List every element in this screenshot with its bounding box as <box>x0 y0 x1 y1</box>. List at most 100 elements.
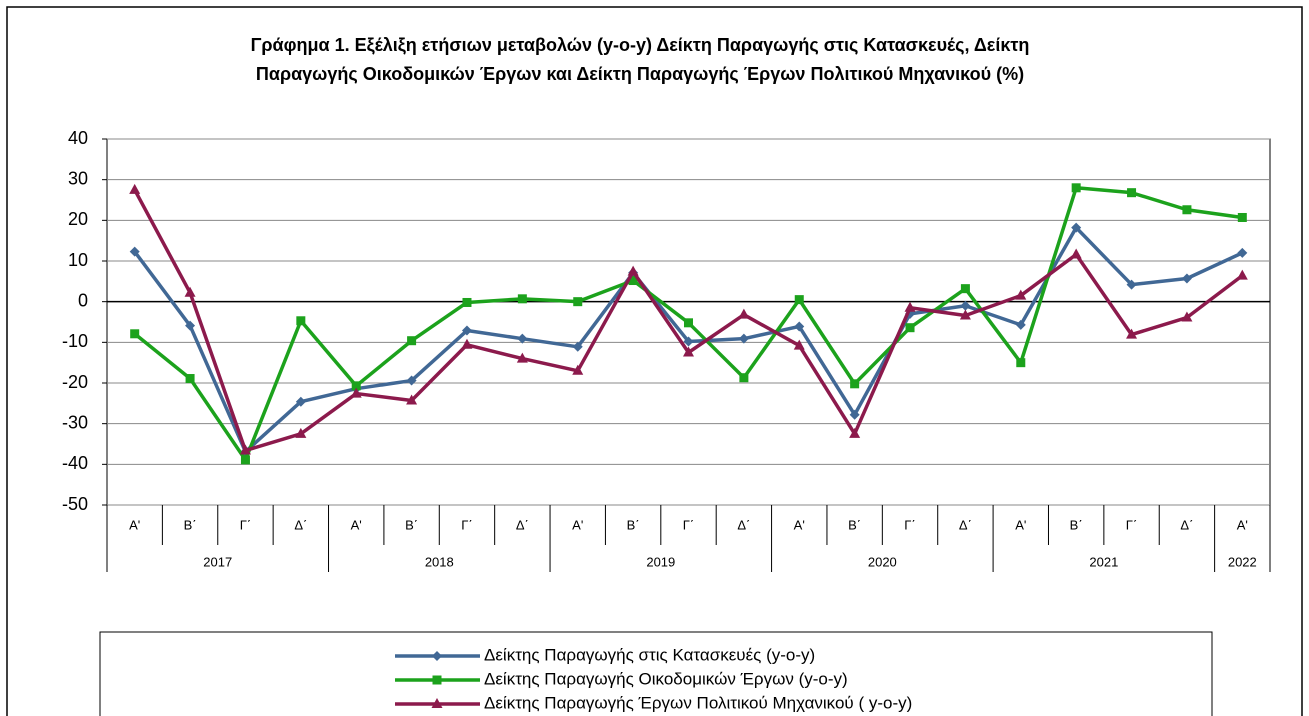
x-tick-label: Δ΄ <box>737 517 750 532</box>
x-group-label: 2022 <box>1228 554 1257 569</box>
x-tick-label: Γ΄ <box>461 517 473 532</box>
legend-label: Δείκτης Παραγωγής στις Κατασκευές (y-o-y… <box>484 645 815 664</box>
x-tick-label: Γ΄ <box>1126 517 1138 532</box>
point <box>1237 212 1247 222</box>
x-tick-label: Γ΄ <box>240 517 252 532</box>
point <box>432 651 442 661</box>
point <box>184 286 196 297</box>
point <box>240 455 250 465</box>
point <box>683 346 694 357</box>
x-tick-label: Δ΄ <box>516 517 529 532</box>
point <box>239 444 251 455</box>
point <box>1015 289 1027 300</box>
x-tick-label: Α' <box>572 517 583 532</box>
point <box>406 394 418 405</box>
point <box>627 265 639 276</box>
point <box>185 374 195 384</box>
point <box>351 381 361 391</box>
x-tick-label: Α' <box>1237 517 1248 532</box>
point <box>517 294 527 304</box>
point <box>296 316 306 326</box>
y-tick-label: 40 <box>68 128 88 148</box>
x-tick-label: Γ΄ <box>683 517 695 532</box>
point <box>185 320 196 331</box>
x-tick-label: Α' <box>351 517 362 532</box>
point <box>1237 247 1248 258</box>
x-group-label: 2021 <box>1089 554 1118 569</box>
x-tick-label: Δ΄ <box>959 517 972 532</box>
point <box>516 352 528 363</box>
point <box>407 336 417 346</box>
x-tick-label: Β΄ <box>405 517 418 532</box>
point <box>1126 328 1138 339</box>
point <box>1182 205 1192 215</box>
point <box>849 427 861 438</box>
point <box>850 379 860 389</box>
legend-label: Δείκτης Παραγωγής Έργων Πολιτικού Μηχανι… <box>484 693 912 712</box>
point <box>350 387 362 398</box>
point <box>849 409 860 420</box>
point <box>1181 273 1192 284</box>
point <box>904 301 916 312</box>
point <box>905 323 915 333</box>
point <box>1181 311 1193 322</box>
point <box>130 329 140 339</box>
point <box>959 309 971 320</box>
point <box>129 183 141 194</box>
x-tick-label: Γ΄ <box>904 517 916 532</box>
y-tick-label: 10 <box>68 250 88 270</box>
x-tick-label: Β΄ <box>1070 517 1083 532</box>
x-tick-label: Α' <box>794 517 805 532</box>
point <box>1126 279 1137 290</box>
point <box>461 338 473 349</box>
y-tick-label: -40 <box>62 453 88 473</box>
y-tick-label: -10 <box>62 331 88 351</box>
point <box>684 318 693 328</box>
x-tick-label: Β΄ <box>184 517 197 532</box>
legend-label: Δείκτης Παραγωγής Οικοδομικών Έργων (y-o… <box>484 669 848 688</box>
point <box>432 675 442 685</box>
x-tick-label: Α' <box>1015 517 1026 532</box>
point <box>960 300 971 311</box>
point <box>628 276 638 286</box>
point <box>793 339 805 350</box>
point <box>1070 248 1082 259</box>
point <box>573 297 583 307</box>
y-tick-label: 0 <box>78 290 88 310</box>
point <box>295 396 306 407</box>
y-tick-label: -20 <box>62 372 88 392</box>
x-tick-label: Α' <box>129 517 140 532</box>
point <box>572 364 584 375</box>
point <box>683 336 694 347</box>
chart-title: Γράφημα 1. Εξέλιξη ετήσιων μεταβολών (y-… <box>251 35 1030 56</box>
y-tick-label: 20 <box>68 209 88 229</box>
point <box>794 321 805 332</box>
y-tick-label: -30 <box>62 412 88 432</box>
chart-title: Παραγωγής Οικοδομικών Έργων και Δείκτη Π… <box>256 64 1024 84</box>
point <box>572 341 583 352</box>
x-group-label: 2020 <box>868 554 897 569</box>
point <box>1071 183 1081 193</box>
x-group-label: 2018 <box>425 554 454 569</box>
point <box>1236 269 1248 280</box>
point <box>794 295 804 305</box>
x-group-label: 2019 <box>646 554 675 569</box>
point <box>431 698 443 708</box>
point <box>1127 188 1137 198</box>
x-tick-label: Β΄ <box>627 517 640 532</box>
point <box>1016 358 1026 368</box>
point <box>129 246 140 257</box>
point <box>738 333 749 344</box>
legend-box <box>99 631 1213 716</box>
y-tick-label: 30 <box>68 168 88 188</box>
x-tick-label: Δ΄ <box>1180 517 1193 532</box>
point <box>738 308 750 319</box>
y-tick-label: -50 <box>62 494 88 514</box>
point <box>517 333 528 344</box>
point <box>461 325 472 336</box>
point <box>739 373 749 383</box>
point <box>960 284 970 294</box>
x-tick-label: Δ΄ <box>294 517 307 532</box>
point <box>1015 319 1026 330</box>
